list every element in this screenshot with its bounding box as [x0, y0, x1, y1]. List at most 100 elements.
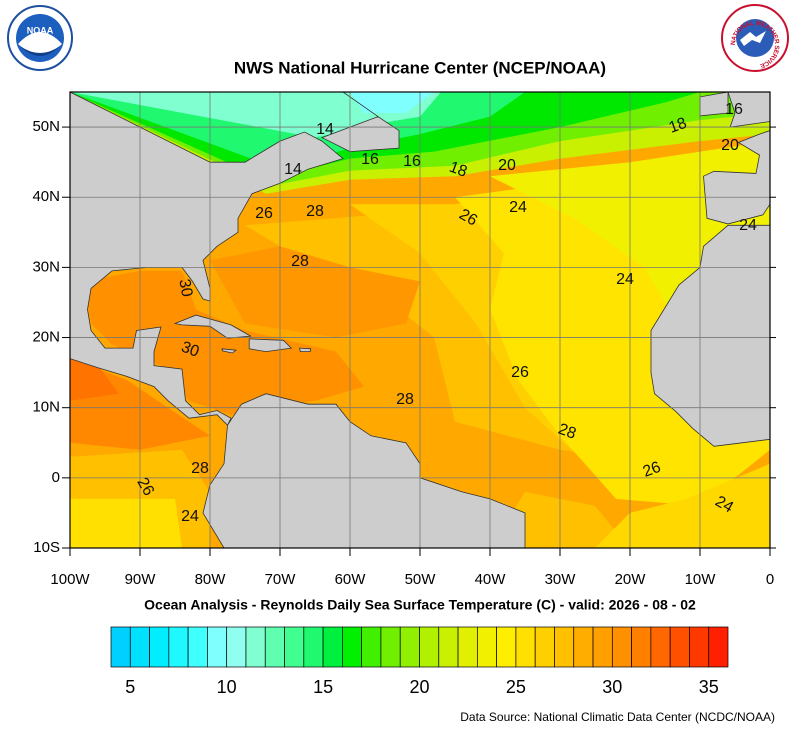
- colorbar-box: [129, 626, 150, 668]
- sst-zone: [84, 270, 364, 415]
- colorbar-tick-label: 25: [506, 677, 526, 697]
- contour-label: 28: [291, 253, 309, 270]
- colorbar-box: [110, 626, 131, 668]
- colorbar-box: [554, 626, 575, 668]
- colorbar: 5 10 15 20 25 30 35: [110, 626, 729, 697]
- contour-label: 28: [306, 203, 324, 220]
- subtitle: Ocean Analysis - Reynolds Daily Sea Surf…: [144, 597, 696, 613]
- lat-label: 10S: [33, 539, 60, 556]
- colorbar-box: [264, 626, 285, 668]
- colorbar-box: [534, 626, 555, 668]
- colorbar-box: [669, 626, 690, 668]
- map-overlay: 100W 90W 80W 70W 60W 50W 40W 30W 20W 10W 0 50N 40N 30…: [32, 91, 776, 588]
- contour-label: 24: [739, 217, 757, 234]
- source-note: Data Source: National Climatic Data Cent…: [460, 710, 775, 724]
- sst-zone: [210, 246, 420, 338]
- contour-label: 26: [641, 459, 664, 481]
- colorbar-tick-label: 5: [125, 677, 135, 697]
- colorbar-box: [631, 626, 652, 668]
- contour-label: 24: [509, 199, 527, 216]
- colorbar-box: [515, 626, 536, 668]
- nws-logo: NATIONAL WEATHER SERVICE: [721, 4, 789, 72]
- colorbar-tick-label: 20: [409, 677, 429, 697]
- land-jamaica: [221, 348, 237, 354]
- lat-label: 10N: [32, 399, 60, 416]
- land-puerto-rico: [299, 347, 312, 353]
- contour-label: 14: [316, 121, 334, 138]
- colorbar-box: [168, 626, 189, 668]
- contour-label: 24: [712, 493, 736, 517]
- contour-label: 20: [498, 157, 516, 174]
- lon-label: 80W: [195, 571, 227, 588]
- colorbar-box: [380, 626, 401, 668]
- colorbar-tick-label: 35: [699, 677, 719, 697]
- lon-label: 50W: [405, 571, 437, 588]
- land-hispaniola: [248, 338, 293, 353]
- lon-label: 60W: [335, 571, 367, 588]
- land-iberia: [703, 130, 770, 225]
- colorbar-tick-label: 10: [217, 677, 237, 697]
- colorbar-box: [650, 626, 671, 668]
- colorbar-box: [419, 626, 440, 668]
- colorbar-box: [245, 626, 266, 668]
- map-frame: [69, 91, 771, 549]
- contour-label: 26: [456, 206, 480, 230]
- land-africa: [650, 224, 770, 447]
- land-north-america: [70, 92, 400, 426]
- colorbar-box: [322, 626, 343, 668]
- colorbar-box: [226, 626, 247, 668]
- sst-zone: [595, 463, 770, 548]
- lon-label: 100W: [50, 571, 90, 588]
- colorbar-box: [284, 626, 305, 668]
- colorbar-box: [611, 626, 632, 668]
- contour-label: 26: [255, 205, 273, 222]
- contour-label: 24: [181, 508, 199, 525]
- land-britain: [727, 92, 770, 128]
- lon-label: 90W: [125, 571, 157, 588]
- lat-label: 0: [52, 469, 60, 486]
- lon-label: 0: [766, 571, 774, 588]
- contour-label: 28: [556, 421, 579, 443]
- colorbar-box: [457, 626, 478, 668]
- contour-label: 16: [361, 151, 379, 168]
- colorbar-tick-label: 15: [313, 677, 333, 697]
- contour-label: 30: [175, 278, 195, 299]
- colorbar-tick-label: 30: [602, 677, 622, 697]
- lat-label: 20N: [32, 329, 60, 346]
- lon-label: 10W: [685, 571, 717, 588]
- contour-label: 30: [179, 339, 202, 361]
- lon-label: 70W: [265, 571, 297, 588]
- contour-label: 16: [403, 153, 421, 170]
- contour-label: 28: [191, 460, 209, 477]
- sst-zone: [350, 92, 434, 113]
- lon-label: 20W: [615, 571, 647, 588]
- contour-label: 20: [721, 137, 739, 154]
- colorbar-box: [361, 626, 382, 668]
- contour-label: 16: [725, 101, 743, 118]
- lat-label: 50N: [32, 118, 60, 135]
- colorbar-box: [496, 626, 517, 668]
- noaa-logo-text: NOAA: [27, 25, 54, 35]
- contour-label: 28: [396, 391, 414, 408]
- colorbar-box: [303, 626, 324, 668]
- sst-zone: [70, 498, 182, 548]
- colorbar-box: [689, 626, 710, 668]
- colorbar-box: [399, 626, 420, 668]
- colorbar-box: [187, 626, 208, 668]
- colorbar-box: [708, 626, 729, 668]
- sst-zone: [70, 92, 441, 138]
- lon-label: 30W: [545, 571, 577, 588]
- colorbar-box: [342, 626, 363, 668]
- contour-label: 24: [616, 271, 634, 288]
- noaa-logo: NOAA: [7, 5, 73, 71]
- contour-label: 18: [667, 115, 690, 137]
- contour-label: 26: [133, 475, 157, 499]
- lat-label: 40N: [32, 188, 60, 205]
- colorbar-box: [592, 626, 613, 668]
- colorbar-box: [207, 626, 228, 668]
- colorbar-box: [438, 626, 459, 668]
- contour-label: 14: [284, 161, 302, 178]
- colorbar-box: [149, 626, 170, 668]
